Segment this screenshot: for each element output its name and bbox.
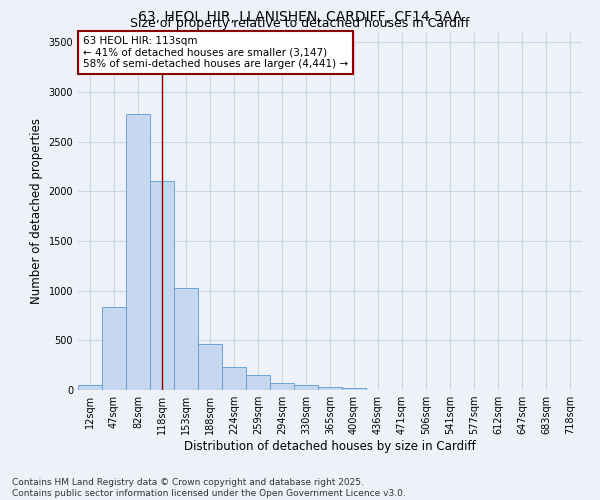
- Bar: [342, 388, 366, 390]
- Bar: [294, 385, 318, 390]
- Bar: [126, 114, 150, 390]
- Bar: [150, 182, 174, 390]
- Text: 63, HEOL HIR, LLANISHEN, CARDIFF, CF14 5AA: 63, HEOL HIR, LLANISHEN, CARDIFF, CF14 5…: [138, 10, 462, 24]
- Bar: [270, 382, 294, 390]
- Bar: [174, 288, 198, 390]
- Bar: [198, 344, 222, 390]
- Bar: [318, 387, 342, 390]
- Bar: [78, 384, 102, 390]
- Text: Size of property relative to detached houses in Cardiff: Size of property relative to detached ho…: [130, 18, 470, 30]
- Text: 63 HEOL HIR: 113sqm
← 41% of detached houses are smaller (3,147)
58% of semi-det: 63 HEOL HIR: 113sqm ← 41% of detached ho…: [83, 36, 348, 70]
- Y-axis label: Number of detached properties: Number of detached properties: [30, 118, 43, 304]
- Bar: [102, 306, 126, 390]
- Bar: [222, 366, 246, 390]
- Text: Contains HM Land Registry data © Crown copyright and database right 2025.
Contai: Contains HM Land Registry data © Crown c…: [12, 478, 406, 498]
- Bar: [246, 374, 270, 390]
- X-axis label: Distribution of detached houses by size in Cardiff: Distribution of detached houses by size …: [184, 440, 476, 453]
